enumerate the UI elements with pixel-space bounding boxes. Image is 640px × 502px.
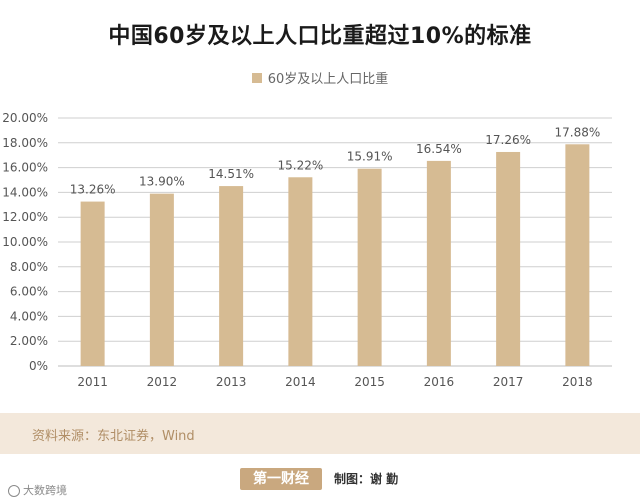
bar bbox=[565, 144, 590, 366]
chart-credit: 制图：谢 勤 bbox=[334, 472, 399, 486]
legend-label: 60岁及以上人口比重 bbox=[267, 72, 389, 87]
bar bbox=[496, 151, 521, 366]
data-label: 15.91% bbox=[347, 150, 393, 164]
x-tick-label: 2018 bbox=[562, 375, 593, 389]
watermark-icon bbox=[8, 485, 20, 497]
chart-title: 中国60岁及以上人口比重超过10%的标准 bbox=[108, 24, 532, 49]
data-label: 17.26% bbox=[485, 133, 531, 147]
bar bbox=[288, 177, 313, 366]
y-tick-label: 4.00% bbox=[10, 309, 48, 323]
x-tick-label: 2012 bbox=[147, 375, 178, 389]
bar bbox=[357, 168, 382, 366]
x-tick-label: 2011 bbox=[77, 375, 108, 389]
data-label: 13.26% bbox=[70, 183, 116, 197]
data-label: 17.88% bbox=[554, 125, 600, 139]
y-tick-label: 20.00% bbox=[2, 111, 48, 125]
y-tick-label: 0% bbox=[29, 359, 48, 373]
legend: 60岁及以上人口比重 bbox=[0, 68, 640, 87]
y-tick-label: 12.00% bbox=[2, 210, 48, 224]
y-tick-label: 8.00% bbox=[10, 260, 48, 274]
legend-swatch bbox=[251, 72, 262, 83]
data-label: 15.22% bbox=[277, 158, 323, 172]
data-label: 13.90% bbox=[139, 175, 185, 189]
bar bbox=[80, 201, 105, 366]
source-bar: 资料来源：东北证券，Wind bbox=[0, 413, 640, 454]
y-tick-label: 10.00% bbox=[2, 235, 48, 249]
x-tick-label: 2013 bbox=[216, 375, 247, 389]
x-tick-label: 2017 bbox=[493, 375, 524, 389]
bar bbox=[426, 160, 451, 366]
bar bbox=[149, 193, 174, 366]
y-tick-label: 2.00% bbox=[10, 334, 48, 348]
bar-chart: 0% 2.00% 4.00% 6.00% 8.00% 10.00% 12.00% 14.00%… bbox=[2, 111, 612, 389]
corner-watermark: 大数跨境 bbox=[8, 482, 67, 498]
watermark-text: 大数跨境 bbox=[23, 484, 67, 497]
y-tick-label: 6.00% bbox=[10, 285, 48, 299]
publisher-logo: 第一财经 bbox=[240, 468, 322, 490]
data-label: 16.54% bbox=[416, 142, 462, 156]
x-tick-label: 2014 bbox=[285, 375, 316, 389]
y-tick-label: 18.00% bbox=[2, 136, 48, 150]
data-label: 14.51% bbox=[208, 167, 254, 181]
bar bbox=[219, 186, 244, 366]
x-tick-label: 2016 bbox=[424, 375, 455, 389]
y-tick-label: 14.00% bbox=[2, 185, 48, 199]
x-tick-label: 2015 bbox=[354, 375, 385, 389]
y-tick-label: 16.00% bbox=[2, 161, 48, 175]
source-text: 资料来源：东北证券，Wind bbox=[32, 429, 195, 444]
